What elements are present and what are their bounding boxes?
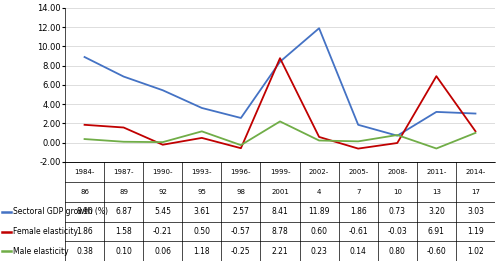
Text: -0.57: -0.57 — [231, 227, 251, 236]
Text: 8.90: 8.90 — [76, 207, 93, 216]
Text: 1.02: 1.02 — [467, 247, 484, 256]
Text: 1.18: 1.18 — [194, 247, 210, 256]
Text: -0.21: -0.21 — [153, 227, 172, 236]
Text: 8.78: 8.78 — [272, 227, 288, 236]
Text: -0.61: -0.61 — [348, 227, 368, 236]
Text: 2011-: 2011- — [426, 169, 446, 175]
Text: 6.91: 6.91 — [428, 227, 445, 236]
Text: 2.21: 2.21 — [272, 247, 288, 256]
Text: 1.19: 1.19 — [467, 227, 484, 236]
Text: 95: 95 — [198, 189, 206, 195]
Text: 0.73: 0.73 — [389, 207, 406, 216]
Text: 1987-: 1987- — [114, 169, 134, 175]
Text: 1.86: 1.86 — [350, 207, 366, 216]
Text: 2.57: 2.57 — [232, 207, 250, 216]
Text: 0.14: 0.14 — [350, 247, 366, 256]
Text: 4: 4 — [317, 189, 322, 195]
Text: 1990-: 1990- — [152, 169, 173, 175]
Text: 92: 92 — [158, 189, 167, 195]
Text: 0.10: 0.10 — [115, 247, 132, 256]
Text: 0.80: 0.80 — [389, 247, 406, 256]
Text: 0.06: 0.06 — [154, 247, 171, 256]
Text: 1993-: 1993- — [192, 169, 212, 175]
Text: 2005-: 2005- — [348, 169, 368, 175]
Text: 0.50: 0.50 — [194, 227, 210, 236]
Text: -0.25: -0.25 — [231, 247, 250, 256]
Text: 86: 86 — [80, 189, 89, 195]
Text: 1.58: 1.58 — [116, 227, 132, 236]
Text: 11.89: 11.89 — [308, 207, 330, 216]
Text: -0.60: -0.60 — [426, 247, 446, 256]
Text: 7: 7 — [356, 189, 360, 195]
Text: 1996-: 1996- — [230, 169, 251, 175]
Text: 98: 98 — [236, 189, 246, 195]
Text: 5.45: 5.45 — [154, 207, 171, 216]
Text: 3.61: 3.61 — [194, 207, 210, 216]
Text: Sectoral GDP growth (%): Sectoral GDP growth (%) — [13, 207, 108, 216]
Text: 2002-: 2002- — [309, 169, 329, 175]
Text: 6.87: 6.87 — [115, 207, 132, 216]
Text: 89: 89 — [119, 189, 128, 195]
Text: 0.23: 0.23 — [310, 247, 328, 256]
Text: 13: 13 — [432, 189, 441, 195]
Text: 0.60: 0.60 — [310, 227, 328, 236]
Text: 10: 10 — [393, 189, 402, 195]
Text: 1984-: 1984- — [74, 169, 94, 175]
Text: Male elasticity: Male elasticity — [13, 247, 68, 256]
Text: 2014-: 2014- — [466, 169, 485, 175]
Text: 1.86: 1.86 — [76, 227, 93, 236]
Text: 2008-: 2008- — [387, 169, 407, 175]
Text: -0.03: -0.03 — [388, 227, 407, 236]
Text: 3.03: 3.03 — [467, 207, 484, 216]
Text: 3.20: 3.20 — [428, 207, 445, 216]
Text: 2001: 2001 — [271, 189, 289, 195]
Text: 17: 17 — [471, 189, 480, 195]
Text: 0.38: 0.38 — [76, 247, 93, 256]
Text: Female elasticity: Female elasticity — [13, 227, 78, 236]
Text: 8.41: 8.41 — [272, 207, 288, 216]
Text: 1999-: 1999- — [270, 169, 290, 175]
